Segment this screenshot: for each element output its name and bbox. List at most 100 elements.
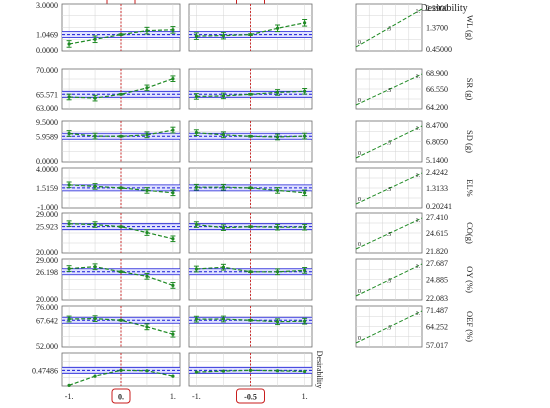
x-tick-label-X2: 1. <box>302 392 308 401</box>
data-point-row4 <box>248 225 253 229</box>
desirability-function-line-5 <box>355 263 423 297</box>
data-point-row5 <box>275 270 280 274</box>
data-point-row2 <box>93 134 97 138</box>
data-point-row4 <box>119 225 123 229</box>
data-point-row0 <box>67 42 71 46</box>
y-tick-label-current: 65.571 <box>36 90 58 99</box>
desirability-header: Desirability <box>420 3 467 14</box>
response-name-label: WL (g) <box>465 15 475 40</box>
desirability-mid-label: .5 <box>387 279 392 285</box>
desirability-tick-label: 2.4242 <box>426 168 448 177</box>
y-tick-label: -1.000 <box>37 203 58 212</box>
data-point-row3 <box>145 188 149 192</box>
y-tick-label-current: 5.9589 <box>36 132 58 141</box>
y-tick-label: 70.000 <box>36 66 58 75</box>
desirability-tick-label: 27.687 <box>426 259 448 268</box>
data-point-row0 <box>119 32 123 37</box>
data-point-row1 <box>93 96 97 100</box>
y-tick-label: 20.000 <box>36 295 58 304</box>
y-tick-label-current: 1.5159 <box>36 184 58 193</box>
data-point-row3 <box>93 184 97 188</box>
data-point-row1 <box>275 90 280 95</box>
data-point-row4 <box>275 225 280 229</box>
desirability-tick-label: 64.252 <box>426 323 448 332</box>
data-point-row2 <box>194 131 198 135</box>
desirability-high-label: 1. <box>416 9 421 15</box>
data-point-row1 <box>119 92 123 96</box>
y-tick-label: 76.000 <box>36 303 58 312</box>
desirability-tick-label: 27.410 <box>426 213 448 222</box>
desirability-high-label: 1. <box>416 74 421 80</box>
data-point-row2 <box>275 135 280 139</box>
response-name-label: SR (g) <box>465 78 475 101</box>
data-point-row6 <box>119 318 123 322</box>
data-point-row1 <box>248 92 253 96</box>
data-point-row5 <box>221 265 226 269</box>
y-tick-label: 52.000 <box>36 342 58 351</box>
data-point-desirability <box>67 383 71 387</box>
y-tick-label: 0.0000 <box>36 46 58 55</box>
desirability-tick-label: 24.885 <box>426 276 448 285</box>
data-point-row0 <box>145 29 149 33</box>
desirability-function-line-6 <box>355 310 423 344</box>
desirability-high-label: 1. <box>416 264 421 270</box>
desirability-tick-label: 1.3133 <box>426 184 448 193</box>
response-name-label: EL% <box>465 179 475 196</box>
desirability-high-label: 1. <box>416 311 421 317</box>
y-tick-label: 4.0000 <box>36 165 58 174</box>
data-point-row3 <box>275 188 280 192</box>
data-point-row6 <box>67 317 71 321</box>
y-tick-label: 63.000 <box>36 104 58 113</box>
desirability-high-label: 1. <box>416 218 421 224</box>
response-curve-row2-0 <box>69 129 174 137</box>
data-point-desirability <box>93 374 97 378</box>
data-point-row4 <box>194 222 198 227</box>
desirability-tick-label: 2.2900 <box>426 4 448 13</box>
data-point-row4 <box>93 222 97 227</box>
data-point-row5 <box>194 267 198 271</box>
desirability-low-label: 0 <box>358 336 361 342</box>
response-curve-row4-0 <box>69 223 174 240</box>
data-point-desirability <box>303 369 307 374</box>
data-point-row6 <box>93 317 97 321</box>
y-tick-label-current: 67.642 <box>36 316 58 325</box>
desirability-mid-label: .5 <box>387 326 392 332</box>
desirability-tick-label: 24.615 <box>426 229 448 238</box>
current-setting-value-X2: -0.5 <box>244 393 257 402</box>
y-tick-label-current: 0.47486 <box>32 366 58 375</box>
response-curve-row0-0 <box>68 29 173 45</box>
desirability-high-label: 1. <box>416 173 421 179</box>
data-point-row5 <box>248 270 253 274</box>
desirability-tick-label: 1.3700 <box>426 24 448 33</box>
data-point-row0 <box>93 37 97 41</box>
y-tick-label-current: 26.198 <box>36 268 58 277</box>
data-point-row2 <box>221 133 226 137</box>
x-tick-label-X2: -1. <box>192 392 201 401</box>
data-point-row2 <box>67 131 71 136</box>
data-point-row3 <box>171 191 175 195</box>
data-point-row6 <box>171 332 175 336</box>
desirability-mid-label: .5 <box>387 27 392 33</box>
data-point-row6 <box>303 319 307 323</box>
data-point-row6 <box>248 318 253 322</box>
desirability-tick-label: 8.4700 <box>426 121 448 130</box>
data-point-desirability <box>194 370 198 374</box>
desirability-tick-label: 0.45000 <box>426 45 452 54</box>
desirability-low-label: 0 <box>358 289 361 295</box>
data-point-row0 <box>303 21 307 25</box>
data-point-row2 <box>119 134 123 138</box>
desirability-function-line-4 <box>355 217 423 250</box>
data-point-row3 <box>221 185 226 189</box>
desirability-tick-label: 57.017 <box>426 341 448 350</box>
desirability-tick-label: 64.200 <box>426 103 448 112</box>
data-point-desirability <box>171 374 175 378</box>
data-point-row0 <box>248 32 253 37</box>
desirability-tick-label: 0.20241 <box>426 202 452 211</box>
data-point-row3 <box>194 185 198 189</box>
y-tick-label: 29.000 <box>36 256 58 265</box>
current-setting-box-X1 <box>111 388 131 404</box>
desirability-low-label: 0 <box>358 242 361 248</box>
response-name-label: OEF (%) <box>465 311 475 342</box>
desirability-function-line-0 <box>355 8 423 48</box>
